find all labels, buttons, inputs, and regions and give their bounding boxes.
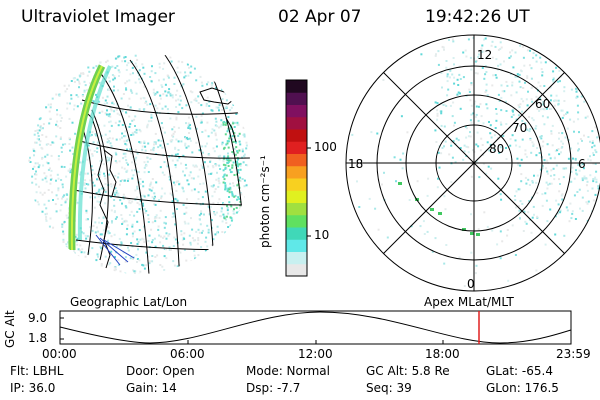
polar-mlat-mlt-plot xyxy=(345,34,600,292)
apex-label: Apex MLat/MLT xyxy=(424,295,514,309)
instrument-title: Ultraviolet Imager xyxy=(21,7,175,27)
time-tick-0600: 06:00 xyxy=(170,347,205,361)
geographic-disk xyxy=(28,52,250,274)
footprint-lines xyxy=(95,234,135,266)
time-tick-1800: 18:00 xyxy=(425,347,460,361)
colorbar-tick-10: 10 xyxy=(314,228,330,242)
gain-info: Gain: 14 xyxy=(126,381,177,395)
polar-lat-60: 60 xyxy=(535,97,551,111)
filter-info: Flt: LBHL xyxy=(10,364,64,378)
mode-info: Mode: Normal xyxy=(246,364,330,378)
observation-time: 19:42:26 UT xyxy=(425,7,530,27)
polar-label-6: 6 xyxy=(578,157,586,171)
intensity-colorbar xyxy=(285,79,311,277)
gc-alt-info: GC Alt: 5.8 Re xyxy=(366,364,450,378)
colorbar-tick-100: 100 xyxy=(314,140,337,154)
altitude-tick-1-8: 1.8 xyxy=(28,331,48,345)
colorbar-unit-label: photon cm⁻²s⁻¹ xyxy=(258,155,272,248)
seq-info: Seq: 39 xyxy=(366,381,412,395)
time-tick-0000: 00:00 xyxy=(42,347,77,361)
altitude-timeline xyxy=(59,310,572,345)
glat-info: GLat: -65.4 xyxy=(486,364,553,378)
observation-date: 02 Apr 07 xyxy=(278,7,362,27)
polar-label-0: 0 xyxy=(467,277,475,291)
door-info: Door: Open xyxy=(126,364,195,378)
polar-label-12: 12 xyxy=(477,48,493,62)
dsp-info: Dsp: -7.7 xyxy=(246,381,301,395)
polar-lat-70: 70 xyxy=(512,121,528,135)
ip-info: IP: 36.0 xyxy=(10,381,56,395)
polar-lat-80: 80 xyxy=(489,142,505,156)
time-tick-2359: 23:59 xyxy=(556,347,591,361)
glon-info: GLon: 176.5 xyxy=(486,381,559,395)
time-tick-1200: 12:00 xyxy=(298,347,333,361)
altitude-ylabel: GC Alt xyxy=(3,310,17,348)
altitude-tick-9: 9.0 xyxy=(28,311,48,325)
geographic-label: Geographic Lat/Lon xyxy=(70,295,188,309)
polar-label-18: 18 xyxy=(348,157,364,171)
